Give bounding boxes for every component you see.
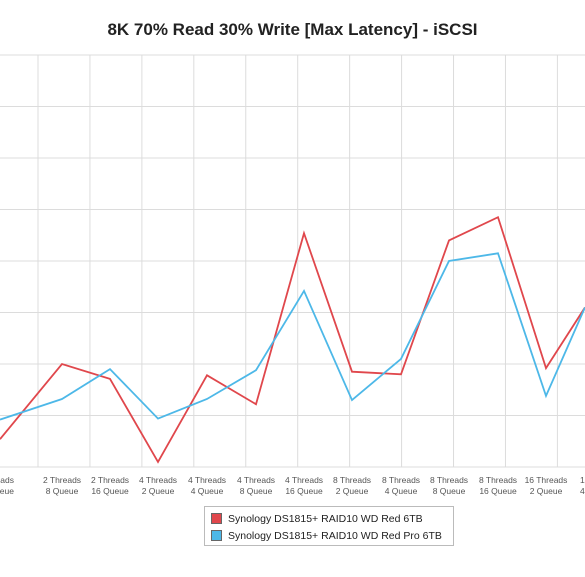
legend-item-blue: Synology DS1815+ RAID10 WD Red Pro 6TB — [211, 527, 447, 544]
series-lines — [0, 215, 585, 464]
legend-label-red: Synology DS1815+ RAID10 WD Red 6TB — [228, 512, 423, 525]
x-tick-label: 8 Threads — [333, 475, 371, 485]
legend: Synology DS1815+ RAID10 WD Red 6TB Synol… — [204, 506, 454, 546]
x-tick-label: Queue — [0, 486, 14, 496]
x-tick-label: Threads — [0, 475, 14, 485]
x-tick-label: 16 Queue — [91, 486, 129, 496]
x-tick-label: 16 Queue — [285, 486, 323, 496]
chart-title: 8K 70% Read 30% Write [Max Latency] - iS… — [107, 20, 478, 39]
x-tick-label: 2 Queue — [336, 486, 369, 496]
x-tick-label: 8 Queue — [240, 486, 273, 496]
x-tick-label: 8 Queue — [433, 486, 466, 496]
x-tick-label: 8 Threads — [430, 475, 468, 485]
grid-lines — [0, 54, 585, 468]
legend-swatch-red — [211, 513, 222, 524]
x-tick-label: 4 Threads — [285, 475, 323, 485]
x-tick-label: 4 — [580, 486, 585, 496]
x-tick-label: 4 Queue — [385, 486, 418, 496]
legend-label-blue: Synology DS1815+ RAID10 WD Red Pro 6TB — [228, 529, 442, 542]
series-line-blue — [0, 252, 585, 421]
x-tick-label: 8 Threads — [382, 475, 420, 485]
x-tick-label: 8 Threads — [479, 475, 517, 485]
x-tick-label: 16 Threads — [525, 475, 568, 485]
x-tick-label: 2 Queue — [530, 486, 563, 496]
x-tick-label: 4 Queue — [191, 486, 224, 496]
x-tick-label: 4 Threads — [139, 475, 177, 485]
legend-item-red: Synology DS1815+ RAID10 WD Red 6TB — [211, 510, 447, 527]
x-tick-label: 8 Queue — [46, 486, 79, 496]
x-tick-label: 4 Threads — [188, 475, 226, 485]
x-tick-label: 16 Queue — [479, 486, 517, 496]
x-tick-label: 2 Threads — [43, 475, 81, 485]
legend-swatch-blue — [211, 530, 222, 541]
series-line-red — [0, 215, 585, 464]
x-tick-label: 16 — [580, 475, 585, 485]
x-tick-label: 2 Threads — [91, 475, 129, 485]
x-tick-label: 2 Queue — [142, 486, 175, 496]
x-tick-label: 4 Threads — [237, 475, 275, 485]
